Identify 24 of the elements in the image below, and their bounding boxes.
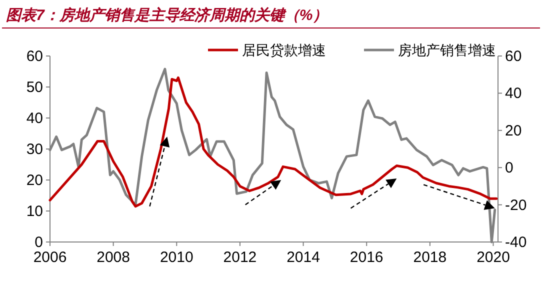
y-tick-label: 10 [26,203,43,220]
y2-tick-label: 40 [505,85,522,102]
y-tick-label: 40 [26,110,43,127]
y2-tick-label: -20 [505,196,527,214]
x-tick-label: 2008 [96,249,130,266]
x-tick-label: 2016 [350,249,384,266]
y2-tick-label: -40 [505,234,527,251]
y-tick-label: 50 [26,79,43,96]
legend-label: 房地产销售增速 [398,42,496,58]
x-tick-label: 2012 [223,249,257,266]
y-tick-label: 30 [26,141,43,158]
y-tick-label: 0 [34,234,43,251]
x-tick-label: 2010 [160,249,194,266]
x-tick-label: 2006 [33,249,67,266]
x-tick-label: 2020 [476,249,510,266]
y-tick-label: 60 [26,48,43,65]
chart-title: 图表7：房地产销售是主导经济周期的关键（%） [6,6,328,24]
x-tick-label: 2014 [286,249,320,266]
legend-label: 居民贷款增速 [242,42,326,58]
y2-tick-label: 60 [505,48,522,65]
y2-tick-label: 20 [505,122,522,140]
y-tick-label: 20 [26,172,43,189]
x-tick-label: 2018 [413,249,447,266]
y2-tick-label: 0 [505,160,514,177]
